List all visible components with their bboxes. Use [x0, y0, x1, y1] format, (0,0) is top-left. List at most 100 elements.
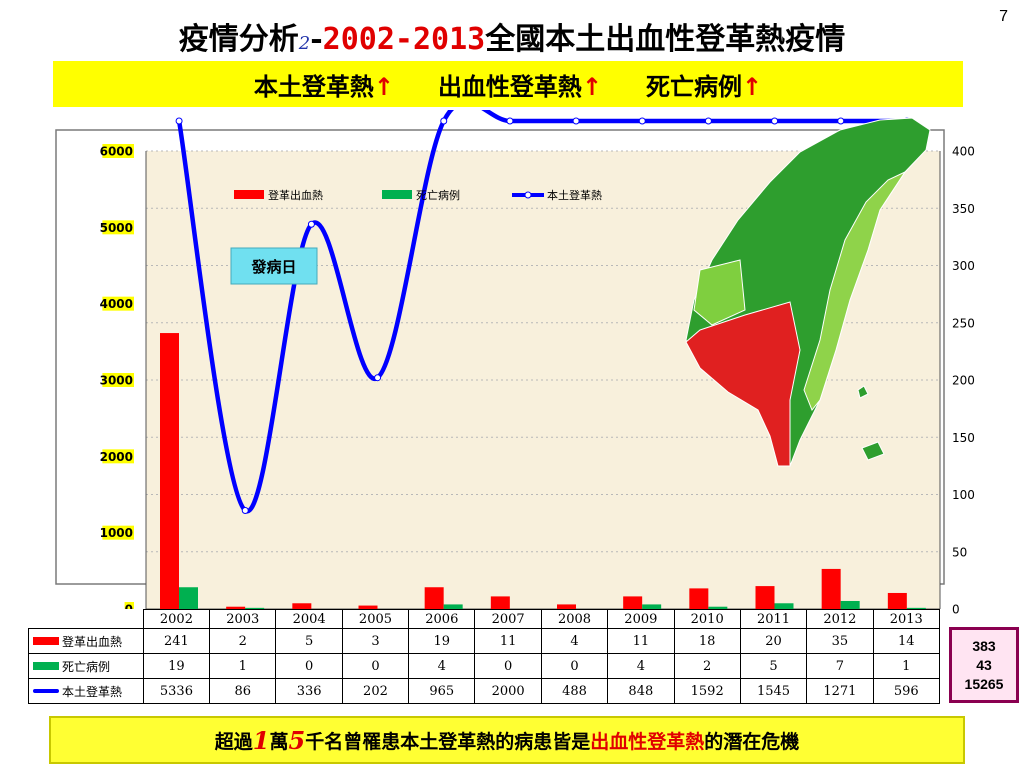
line-point [638, 117, 646, 125]
data-table: 2002 2003 2004 2005 2006 2007 2008 2009 … [28, 609, 941, 704]
bar-deaths [642, 604, 662, 609]
table-cell: 1545 [739, 678, 808, 704]
table-header-cell: 2003 [209, 609, 277, 629]
table-cell: 11 [474, 628, 542, 654]
line-point [307, 220, 315, 228]
table-cell: 35 [806, 628, 874, 654]
table-cell: 20 [739, 628, 808, 654]
table-row-label: 登革出血熱 [28, 628, 144, 654]
table-cell: 2000 [474, 678, 542, 704]
left-tick-label: 2000 [100, 450, 133, 464]
table-cell: 4 [540, 628, 609, 654]
line-point [572, 117, 580, 125]
left-tick-bg [102, 449, 134, 464]
table-header-cell: 2012 [806, 609, 874, 629]
bar-dhf [424, 587, 444, 609]
onset-label-box [230, 247, 318, 285]
bar-deaths [906, 607, 926, 609]
left-tick-label: 4000 [100, 297, 133, 311]
bar-deaths [443, 604, 463, 609]
page-number: 7 [999, 8, 1008, 25]
table-cell: 5 [739, 653, 808, 679]
table-cell: 202 [341, 678, 410, 704]
right-tick-label: 250 [952, 316, 975, 330]
title-prefix: 疫情分析 [178, 22, 299, 57]
legend-swatch-local-dengue [33, 688, 59, 693]
table-cell: 1592 [673, 678, 741, 704]
conclusion-banner: 超過 1 萬 5 千名曾罹患本土登革熱的病患皆是 出血性登革熱 的潛在危機 [49, 716, 965, 764]
table-header-cell: 2004 [275, 609, 343, 629]
right-tick-label: 400 [952, 145, 975, 159]
chart-container: 0100020003000400050006000050100150200250… [0, 99, 1024, 710]
table-row-dhf: 登革出血熱 241 2 5 3 19 11 4 11 18 20 35 14 [28, 628, 941, 654]
bar-dhf [689, 588, 709, 609]
conclusion-part: 萬 [269, 730, 289, 753]
left-tick-bg [102, 373, 134, 387]
bar-dhf [821, 568, 841, 609]
right-tick-label: 50 [952, 545, 967, 559]
bar-dhf [226, 606, 246, 609]
table-cell: 5336 [142, 678, 211, 704]
table-header-cell: 2006 [408, 609, 476, 629]
table-cell: 86 [209, 678, 277, 704]
bar-dhf [623, 596, 643, 609]
table-header-cell: 2009 [607, 609, 675, 629]
table-row-label-text: 死亡病例 [62, 659, 111, 674]
legend-label-deaths: 死亡病例 [416, 188, 460, 202]
line-point [837, 117, 845, 125]
banner-dhf: 出血性登革熱↑ [438, 67, 602, 102]
table-cell: 848 [607, 678, 675, 704]
conclusion-num: 5 [288, 725, 306, 755]
total-deaths: 43 [976, 656, 992, 673]
map-island-small [861, 441, 885, 461]
table-cell: 19 [408, 628, 476, 654]
legend-swatch-dhf [33, 636, 59, 645]
legend-label-local-dengue: 本土登革熱 [547, 188, 602, 202]
right-tick-label: 300 [952, 259, 975, 273]
right-tick-label: 350 [952, 202, 975, 216]
banner-local-dengue: 本土登革熱↑ [254, 67, 394, 102]
conclusion-part: 超過 [214, 730, 253, 753]
conclusion-part: 千名曾罹患本土登革熱的病患皆是 [305, 730, 591, 753]
legend-label-dhf: 登革出血熱 [268, 188, 323, 202]
table-cell: 241 [142, 628, 211, 654]
left-tick-label: 3000 [100, 374, 133, 388]
line-point [241, 507, 249, 515]
table-header-cell: 2002 [142, 609, 211, 629]
total-local-dengue: 15265 [964, 675, 1004, 692]
title-small-two: 2 [298, 33, 311, 54]
table-cell: 2 [209, 628, 277, 654]
banner-dhf-text: 出血性登革熱 [437, 71, 582, 101]
left-tick-bg [102, 220, 134, 235]
trend-banner: 本土登革熱↑ 出血性登革熱↑ 死亡病例↑ [53, 61, 963, 107]
right-tick-label: 0 [952, 603, 960, 617]
table-row-deaths: 死亡病例 19 1 0 0 4 0 0 4 2 5 7 1 [28, 653, 941, 679]
table-cell: 1271 [806, 678, 874, 704]
table-cell: 4 [607, 653, 675, 679]
onset-label: 發病日 [250, 258, 296, 276]
up-arrow-icon: ↑ [742, 72, 763, 101]
title-rest: 全國本土出血性登革熱疫情 [485, 22, 846, 57]
bar-deaths [245, 607, 265, 609]
legend-swatch-dhf [234, 190, 264, 199]
table-row-label-text: 登革出血熱 [62, 634, 123, 649]
table-cell: 2 [673, 653, 741, 679]
table-header-cell: 2008 [540, 609, 609, 629]
table-header-cell: 2007 [474, 609, 542, 629]
taiwan-map [685, 117, 931, 467]
bar-dhf [557, 604, 576, 609]
table-header-cell: 2005 [341, 609, 410, 629]
table-row-local-dengue: 本土登革熱 5336 86 336 202 965 2000 488 848 1… [28, 678, 941, 704]
table-cell: 488 [540, 678, 609, 704]
table-cell: 5 [275, 628, 343, 654]
table-cell: 7 [806, 653, 874, 679]
table-cell: 0 [474, 653, 542, 679]
dengue-chart: 0100020003000400050006000050100150200250… [55, 99, 975, 617]
conclusion-num: 1 [252, 725, 270, 755]
table-cell: 965 [408, 678, 476, 704]
total-dhf: 383 [972, 637, 996, 654]
totals-box: 383 43 15265 [949, 627, 1019, 703]
table-header-cell: 2011 [739, 609, 808, 629]
table-cell: 19 [142, 653, 211, 679]
table-header-cell: 2013 [872, 609, 941, 629]
